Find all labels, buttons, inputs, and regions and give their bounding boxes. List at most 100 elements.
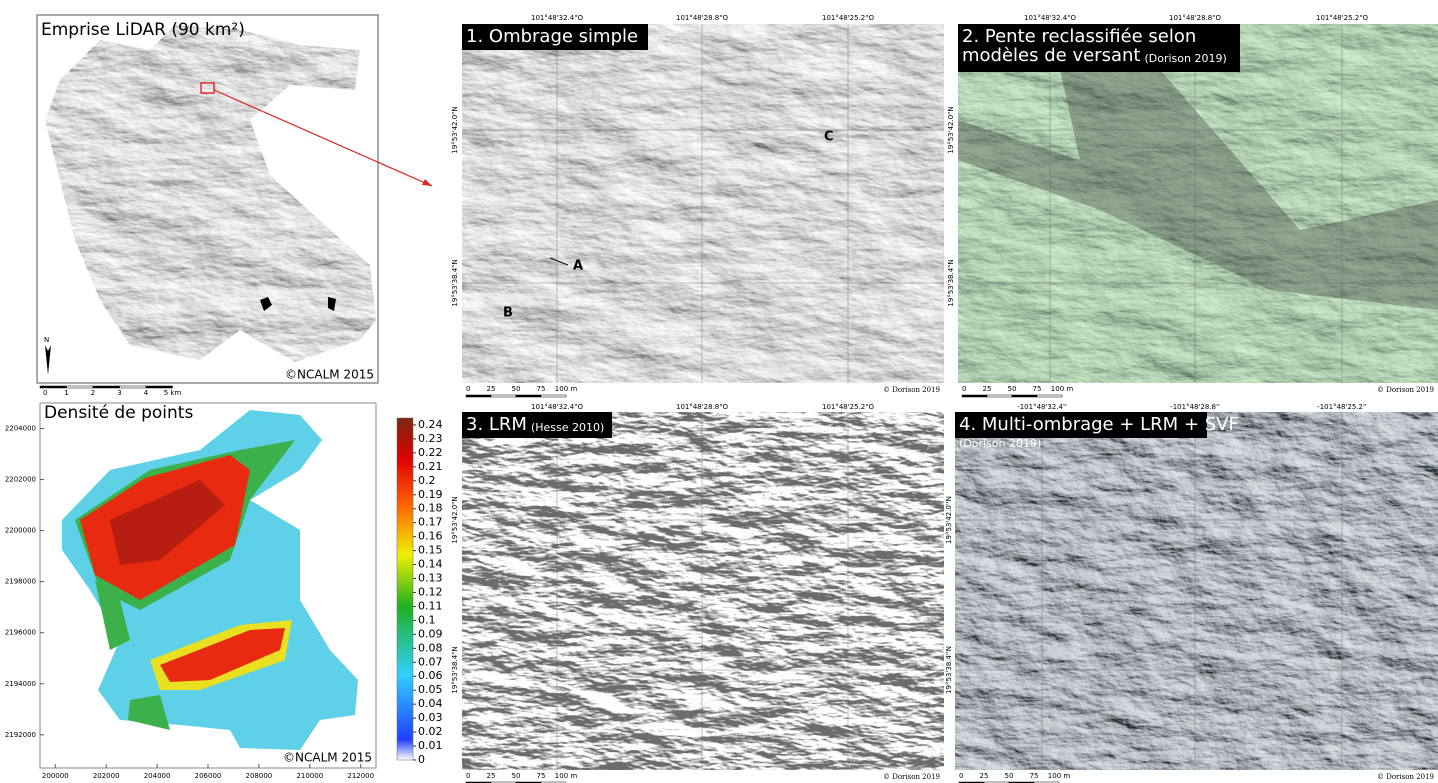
- colorbar-label: 0.23: [418, 432, 443, 445]
- lon-label: 101°48'25.2"O: [822, 403, 874, 411]
- x-tick-label: 212000: [347, 772, 374, 780]
- scale-label: 100 m: [1048, 772, 1071, 780]
- density-credit: ©NCALM 2015: [283, 751, 372, 765]
- scale-label: 1: [64, 389, 68, 397]
- x-tick-label: 200000: [42, 772, 69, 780]
- colorbar-label: 0.21: [418, 460, 443, 473]
- scale-label: 0: [959, 772, 963, 780]
- annotation: B: [503, 306, 513, 321]
- scale-segment: [146, 386, 173, 388]
- lon-label: 101°48'28.8"O: [1169, 14, 1221, 22]
- scale-label: 75: [1033, 385, 1042, 393]
- scale-segment: [962, 395, 987, 397]
- y-tick-label: 2192000: [5, 731, 36, 739]
- y-tick-label: 2200000: [5, 527, 36, 535]
- north-label: N: [44, 336, 49, 344]
- lat-label: 19°53'38.4"N: [947, 259, 955, 306]
- panel-subtitle: (Dorison 2019): [1144, 52, 1226, 65]
- lat-label: 19°53'42.0"N: [947, 106, 955, 153]
- colorbar-label: 0.08: [418, 641, 443, 654]
- annotation: C: [824, 130, 834, 145]
- panel-subtitle: (Dorison 2019): [959, 437, 1041, 450]
- y-tick-label: 2198000: [5, 578, 36, 586]
- colorbar-label: 0.18: [418, 502, 443, 515]
- colorbar-label: 0.1: [418, 613, 436, 626]
- scale-label: 0: [43, 389, 47, 397]
- scale-label: 100 m: [555, 385, 578, 393]
- panel-title: 4. Multi-ombrage + LRM + SVF: [959, 414, 1239, 435]
- colorbar-label: 0.24: [418, 418, 443, 431]
- colorbar-label: 0.15: [418, 544, 443, 557]
- panel-credit: © Dorison 2019: [883, 773, 940, 781]
- scale-label: 3: [117, 389, 121, 397]
- panel-credit: © Dorison 2019: [1377, 773, 1434, 781]
- panel-credit: © Dorison 2019: [883, 386, 940, 394]
- colorbar-label: 0.2: [418, 474, 436, 487]
- panel-subtitle: (Hesse 2010): [531, 421, 604, 434]
- density-title: Densité de points: [44, 403, 193, 423]
- panel-title: 1. Ombrage simple: [466, 26, 638, 47]
- scale-segment: [987, 395, 1012, 397]
- overview-credit: ©NCALM 2015: [285, 368, 374, 382]
- colorbar-label: 0.13: [418, 572, 443, 585]
- scale-label: 50: [1008, 385, 1017, 393]
- scale-label: 50: [512, 385, 521, 393]
- colorbar-label: 0.01: [418, 739, 443, 752]
- scale-label: 5 km: [164, 389, 182, 397]
- lon-label: 101°48'32.4"O: [531, 403, 583, 411]
- x-tick-label: 210000: [296, 772, 323, 780]
- colorbar-label: 0.05: [418, 683, 443, 696]
- scale-label: 0: [962, 385, 966, 393]
- x-tick-label: 208000: [246, 772, 273, 780]
- panel-4-image: [955, 412, 1438, 770]
- lon-label: 101°48'25.2"O: [822, 14, 874, 22]
- scale-label: 50: [512, 772, 521, 780]
- colorbar-label: 0.04: [418, 697, 443, 710]
- colorbar-label: 0: [418, 753, 425, 766]
- scale-segment: [1037, 395, 1062, 397]
- panel-credit: © Dorison 2019: [1377, 386, 1434, 394]
- colorbar-label: 0.02: [418, 725, 443, 738]
- scale-label: 2: [91, 389, 95, 397]
- lat-label: 19°53'42.0"N: [451, 496, 459, 543]
- x-tick-label: 204000: [144, 772, 171, 780]
- lon-label: 101°48'32.4"O: [531, 14, 583, 22]
- scale-segment: [120, 386, 147, 388]
- panel-title: modèles de versant: [962, 45, 1140, 66]
- colorbar-label: 0.03: [418, 711, 443, 724]
- lat-label: 19°53'38.4''N: [945, 646, 953, 694]
- scale-label: 100 m: [1051, 385, 1074, 393]
- annotation: A: [573, 259, 583, 274]
- scale-label: 25: [983, 385, 992, 393]
- colorbar: [397, 418, 413, 760]
- panel-3-image: [462, 412, 944, 770]
- y-tick-label: 2204000: [5, 425, 36, 433]
- lon-label: -101°48'25.2'': [1317, 403, 1367, 411]
- lat-label: 19°53'38.4"N: [451, 259, 459, 306]
- scale-label: 25: [487, 772, 496, 780]
- scale-label: 75: [537, 385, 546, 393]
- colorbar-label: 0.11: [418, 599, 443, 612]
- lon-label: -101°48'32.4'': [1017, 403, 1067, 411]
- x-tick-label: 206000: [195, 772, 222, 780]
- scale-segment: [40, 386, 67, 388]
- scale-segment: [466, 395, 491, 397]
- overview-title: Emprise LiDAR (90 km²): [41, 20, 245, 40]
- scale-label: 100 m: [555, 772, 578, 780]
- figure: Emprise LiDAR (90 km²) ©NCALM 2015 N Den…: [0, 0, 1438, 783]
- scale-label: 25: [487, 385, 496, 393]
- colorbar-label: 0.12: [418, 585, 443, 598]
- lat-label: 19°53'38.4"N: [451, 646, 459, 693]
- scale-segment: [491, 395, 516, 397]
- arrow-head: [422, 179, 432, 186]
- colorbar-label: 0.07: [418, 655, 443, 668]
- x-tick-label: 202000: [93, 772, 120, 780]
- colorbar-label: 0.22: [418, 446, 443, 459]
- scale-label: 25: [980, 772, 989, 780]
- colorbar-label: 0.09: [418, 627, 443, 640]
- scale-label: 75: [537, 772, 546, 780]
- colorbar-label: 0.19: [418, 488, 443, 501]
- page: Emprise LiDAR (90 km²) ©NCALM 2015 N Den…: [0, 0, 1438, 783]
- scale-segment: [67, 386, 94, 388]
- scale-label: 0: [466, 385, 470, 393]
